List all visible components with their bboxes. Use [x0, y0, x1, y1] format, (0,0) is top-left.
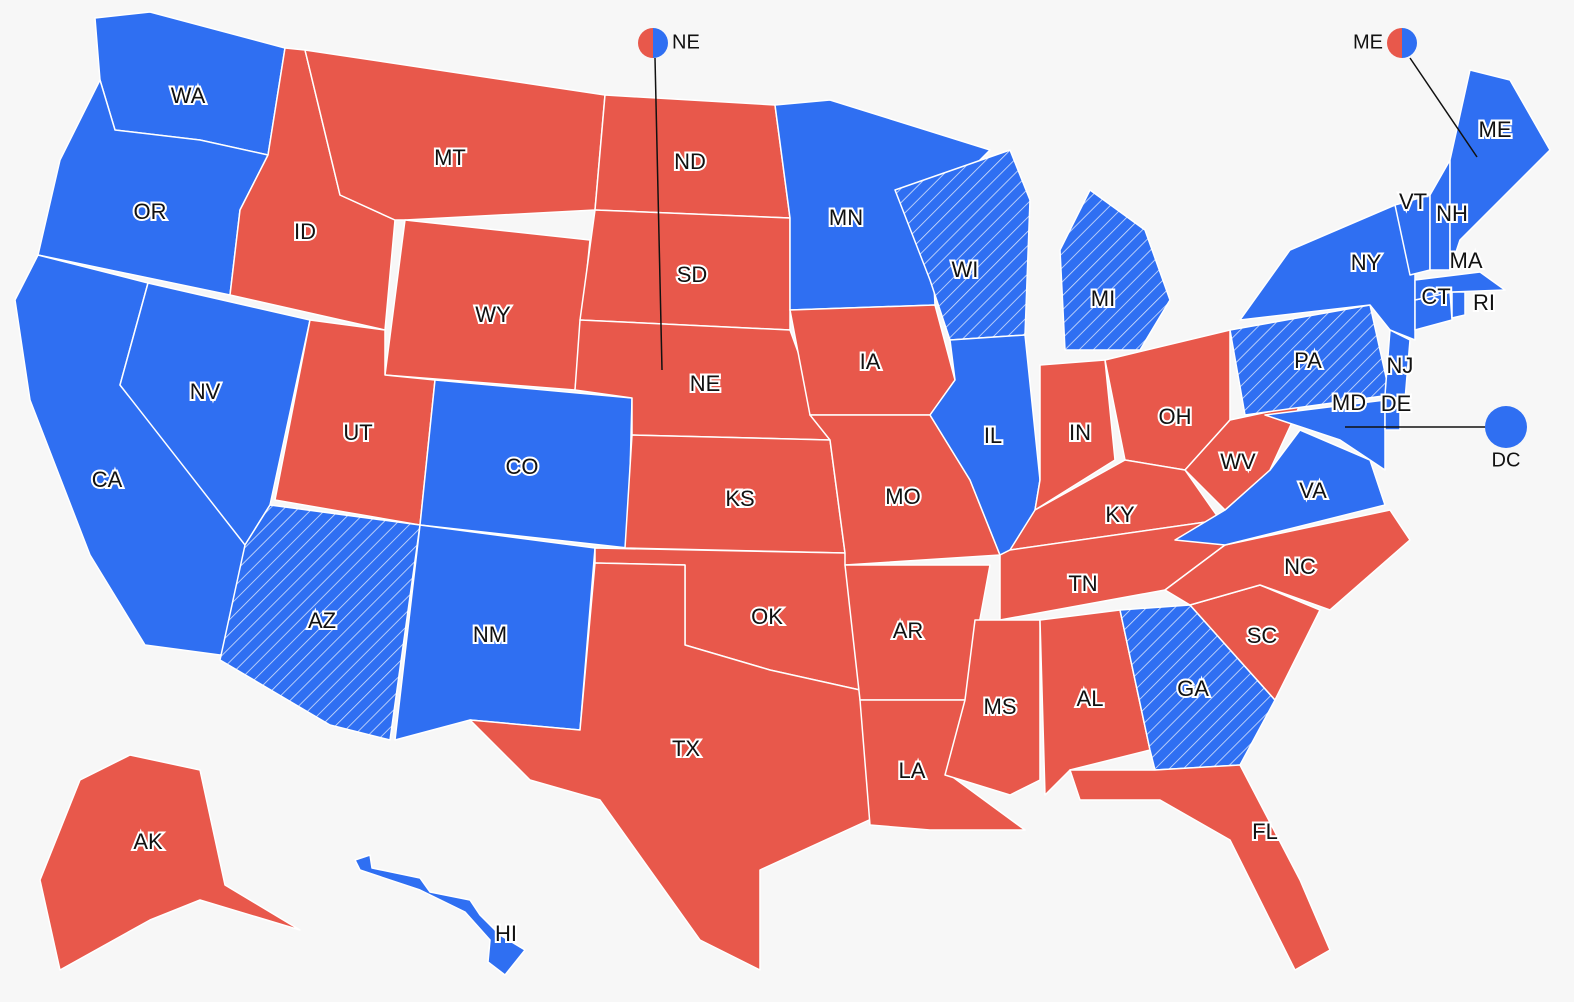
callout-dot-right: [1506, 406, 1527, 448]
state-label: VA: [1299, 478, 1327, 503]
states: [14, 11, 1551, 976]
callout-line: [654, 57, 663, 371]
state-label: KY: [1105, 502, 1135, 527]
state-label: AL: [1077, 686, 1104, 711]
state-label: NY: [1351, 250, 1382, 275]
state-label: NJ: [1387, 353, 1414, 378]
state-label: SC: [1247, 623, 1278, 648]
callout-dot-left: [1485, 406, 1506, 448]
state-label: AR: [893, 618, 924, 643]
state-label: MN: [829, 205, 863, 230]
state-label: GA: [1177, 676, 1209, 701]
state: [1039, 609, 1151, 796]
state: [354, 854, 526, 976]
state: [304, 49, 606, 221]
state-label: MD: [1332, 390, 1366, 415]
state-label: LA: [899, 758, 926, 783]
state-label: WI: [952, 257, 979, 282]
state-label: WA: [171, 83, 206, 108]
state-label: HI: [495, 921, 517, 946]
state-label: NV: [190, 379, 221, 404]
state: [469, 562, 881, 971]
state-label: CT: [1421, 284, 1450, 309]
state-label: OH: [1159, 404, 1192, 429]
state: [1451, 291, 1466, 319]
state-label: WY: [475, 302, 511, 327]
state-label: PA: [1294, 348, 1322, 373]
state: [1034, 359, 1116, 511]
state-label: IA: [860, 349, 881, 374]
state-label: FL: [1252, 819, 1278, 844]
callout-label: ME: [1353, 31, 1383, 53]
callout-dot-right: [653, 28, 668, 58]
state-label: MT: [434, 145, 466, 170]
state-label: ID: [294, 219, 316, 244]
state-label: OK: [751, 604, 783, 629]
state-label: TX: [672, 736, 700, 761]
state: [1414, 271, 1506, 301]
state-label: MI: [1091, 286, 1115, 311]
state: [1184, 404, 1301, 511]
state-label: NC: [1284, 554, 1316, 579]
state: [1264, 399, 1386, 471]
state: [1384, 329, 1411, 401]
callout-line: [1409, 57, 1478, 158]
callout-dot-right: [1402, 28, 1417, 58]
state-label: ME: [1479, 117, 1512, 142]
state-label: OR: [134, 199, 167, 224]
state-label: ND: [674, 149, 706, 174]
callout-label: DC: [1492, 449, 1521, 471]
state-label: VT: [1399, 189, 1427, 214]
state-label: SD: [677, 262, 708, 287]
state-label: MA: [1450, 248, 1483, 273]
state-label: WV: [1220, 449, 1256, 474]
state-label: IN: [1069, 420, 1091, 445]
state: [39, 754, 301, 971]
state-label: CO: [506, 454, 539, 479]
state-label: UT: [343, 420, 372, 445]
labels: WA OR CA NV ID MT WY UT AZ CO NM ND SD NE KS OK TX MN IA MO…: [90, 81, 1514, 948]
state: [1164, 509, 1411, 611]
callout-label: NE: [672, 31, 700, 53]
state-label: NH: [1436, 201, 1468, 226]
state-label: AK: [133, 829, 163, 854]
state-label: IL: [984, 423, 1002, 448]
state-label: MO: [885, 484, 920, 509]
state-label: DE: [1381, 391, 1412, 416]
state-label: CA: [92, 467, 123, 492]
state-label: RI: [1473, 290, 1495, 315]
state: [1069, 764, 1331, 971]
state-label: TN: [1068, 571, 1097, 596]
state-label: AZ: [308, 608, 336, 633]
state: [1449, 69, 1551, 271]
callout-dot-left: [1387, 28, 1402, 58]
state-label: KS: [725, 486, 754, 511]
callouts: NE ME DC: [638, 28, 1527, 471]
state-label: NE: [690, 371, 721, 396]
state-label: MS: [984, 694, 1017, 719]
state-label: NM: [473, 622, 507, 647]
state: [1059, 189, 1171, 351]
callout-dot-left: [638, 28, 653, 58]
